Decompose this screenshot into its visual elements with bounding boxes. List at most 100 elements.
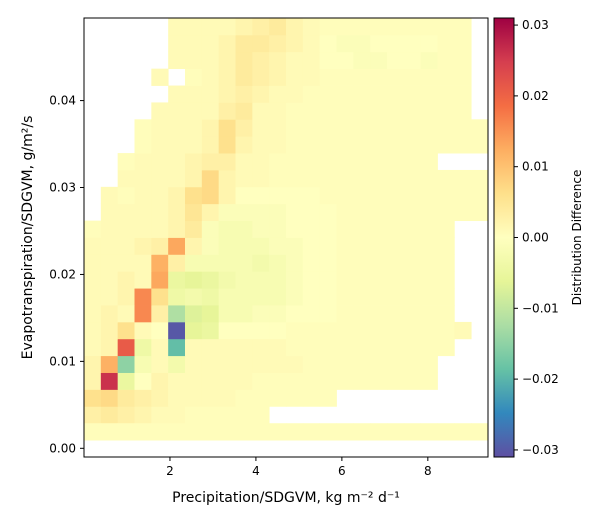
heatmap-cell xyxy=(235,254,253,272)
heatmap-cell xyxy=(353,102,371,120)
heatmap-cell xyxy=(319,423,337,441)
heatmap-cell xyxy=(235,85,253,103)
heatmap-cell xyxy=(353,18,371,36)
heatmap-cell xyxy=(387,68,405,86)
heatmap-cell xyxy=(370,288,388,306)
heatmap-cell xyxy=(117,321,135,340)
heatmap-cell xyxy=(117,389,135,407)
heatmap-cell xyxy=(471,119,489,137)
heatmap-cell xyxy=(286,85,304,103)
heatmap-cell xyxy=(134,423,152,441)
heatmap-cell xyxy=(185,153,203,171)
heatmap-cell xyxy=(319,355,337,373)
x-axis-label: Precipitation/SDGVM, kg m⁻² d⁻¹ xyxy=(172,490,400,506)
heatmap-cell xyxy=(420,321,438,340)
heatmap-cell xyxy=(370,136,388,154)
heatmap-cell xyxy=(286,169,304,188)
heatmap-cell xyxy=(84,372,102,390)
heatmap-cell xyxy=(370,68,388,86)
y-tick-label: 0.02 xyxy=(49,267,76,281)
heatmap-cell xyxy=(302,338,321,357)
heatmap-cell xyxy=(252,406,270,424)
heatmap-cell xyxy=(336,68,354,86)
heatmap-cell xyxy=(420,34,438,53)
heatmap-cell xyxy=(151,68,169,86)
heatmap-cell xyxy=(387,119,405,137)
heatmap-cell xyxy=(185,338,203,357)
heatmap-cell xyxy=(235,305,253,323)
heatmap-cell xyxy=(134,305,152,323)
heatmap-cell xyxy=(235,406,253,424)
heatmap-cell xyxy=(117,372,135,390)
heatmap-cell xyxy=(403,119,422,137)
heatmap-cell xyxy=(319,372,337,390)
heatmap-cell xyxy=(185,102,203,120)
heatmap-cell xyxy=(168,119,186,137)
heatmap-cell xyxy=(286,136,304,154)
heatmap-cell xyxy=(185,220,203,238)
heatmap-cell xyxy=(84,423,102,441)
heatmap-cell xyxy=(218,271,236,289)
heatmap-cell xyxy=(454,51,472,70)
heatmap-cell xyxy=(252,136,270,154)
heatmap-cell xyxy=(218,254,236,272)
heatmap-cell xyxy=(151,220,169,238)
heatmap-cell xyxy=(302,288,321,306)
colorbar xyxy=(493,17,515,458)
heatmap-cell xyxy=(151,254,169,272)
heatmap-cell xyxy=(387,85,405,103)
heatmap-cell xyxy=(185,406,203,424)
heatmap-cell xyxy=(185,305,203,323)
heatmap-cell xyxy=(269,271,287,289)
heatmap-cell xyxy=(252,237,270,255)
heatmap-cell xyxy=(420,372,438,390)
heatmap-cell xyxy=(336,372,354,390)
x-tick-label: 8 xyxy=(424,464,432,478)
heatmap-cell xyxy=(302,203,321,222)
heatmap-cell xyxy=(235,288,253,306)
heatmap-cell xyxy=(134,406,152,424)
heatmap-cell xyxy=(185,321,203,340)
heatmap-cell xyxy=(201,34,220,53)
heatmap-cell xyxy=(151,338,169,357)
heatmap-cell xyxy=(134,237,152,255)
heatmap-cell xyxy=(353,321,371,340)
heatmap-cell xyxy=(134,153,152,171)
heatmap-cell xyxy=(403,203,422,222)
heatmap-cell xyxy=(319,18,337,36)
heatmap-cell xyxy=(151,203,169,222)
heatmap-cell xyxy=(117,203,135,222)
heatmap-cell xyxy=(336,305,354,323)
heatmap-cell xyxy=(302,18,321,36)
heatmap-cell xyxy=(302,271,321,289)
heatmap-cell xyxy=(117,254,135,272)
heatmap-cell xyxy=(269,85,287,103)
heatmap-cell xyxy=(420,288,438,306)
heatmap-cell xyxy=(117,186,135,205)
heatmap-cell xyxy=(286,153,304,171)
heatmap-cell xyxy=(201,186,220,205)
heatmap-cell xyxy=(286,51,304,70)
heatmap-cell xyxy=(218,85,236,103)
heatmap-cell xyxy=(269,288,287,306)
colorbar-tick-label: 0.00 xyxy=(522,231,549,245)
heatmap-cell xyxy=(387,355,405,373)
heatmap-cell xyxy=(302,102,321,120)
heatmap-cell xyxy=(201,338,220,357)
heatmap-cell xyxy=(252,338,270,357)
heatmap-cell xyxy=(437,220,455,238)
heatmap-cell xyxy=(269,321,287,340)
heatmap-cell xyxy=(437,169,455,188)
heatmap-cell xyxy=(370,220,388,238)
heatmap-cell xyxy=(437,34,455,53)
heatmap-cell xyxy=(218,406,236,424)
heatmap-cell xyxy=(336,423,354,441)
heatmap-cell xyxy=(319,102,337,120)
heatmap-cell xyxy=(403,288,422,306)
heatmap-cell xyxy=(319,119,337,137)
heatmap-cell xyxy=(437,288,455,306)
heatmap-cell xyxy=(454,321,472,340)
heatmap-cell xyxy=(168,203,186,222)
heatmap-cell xyxy=(420,423,438,441)
heatmap-cell xyxy=(269,355,287,373)
